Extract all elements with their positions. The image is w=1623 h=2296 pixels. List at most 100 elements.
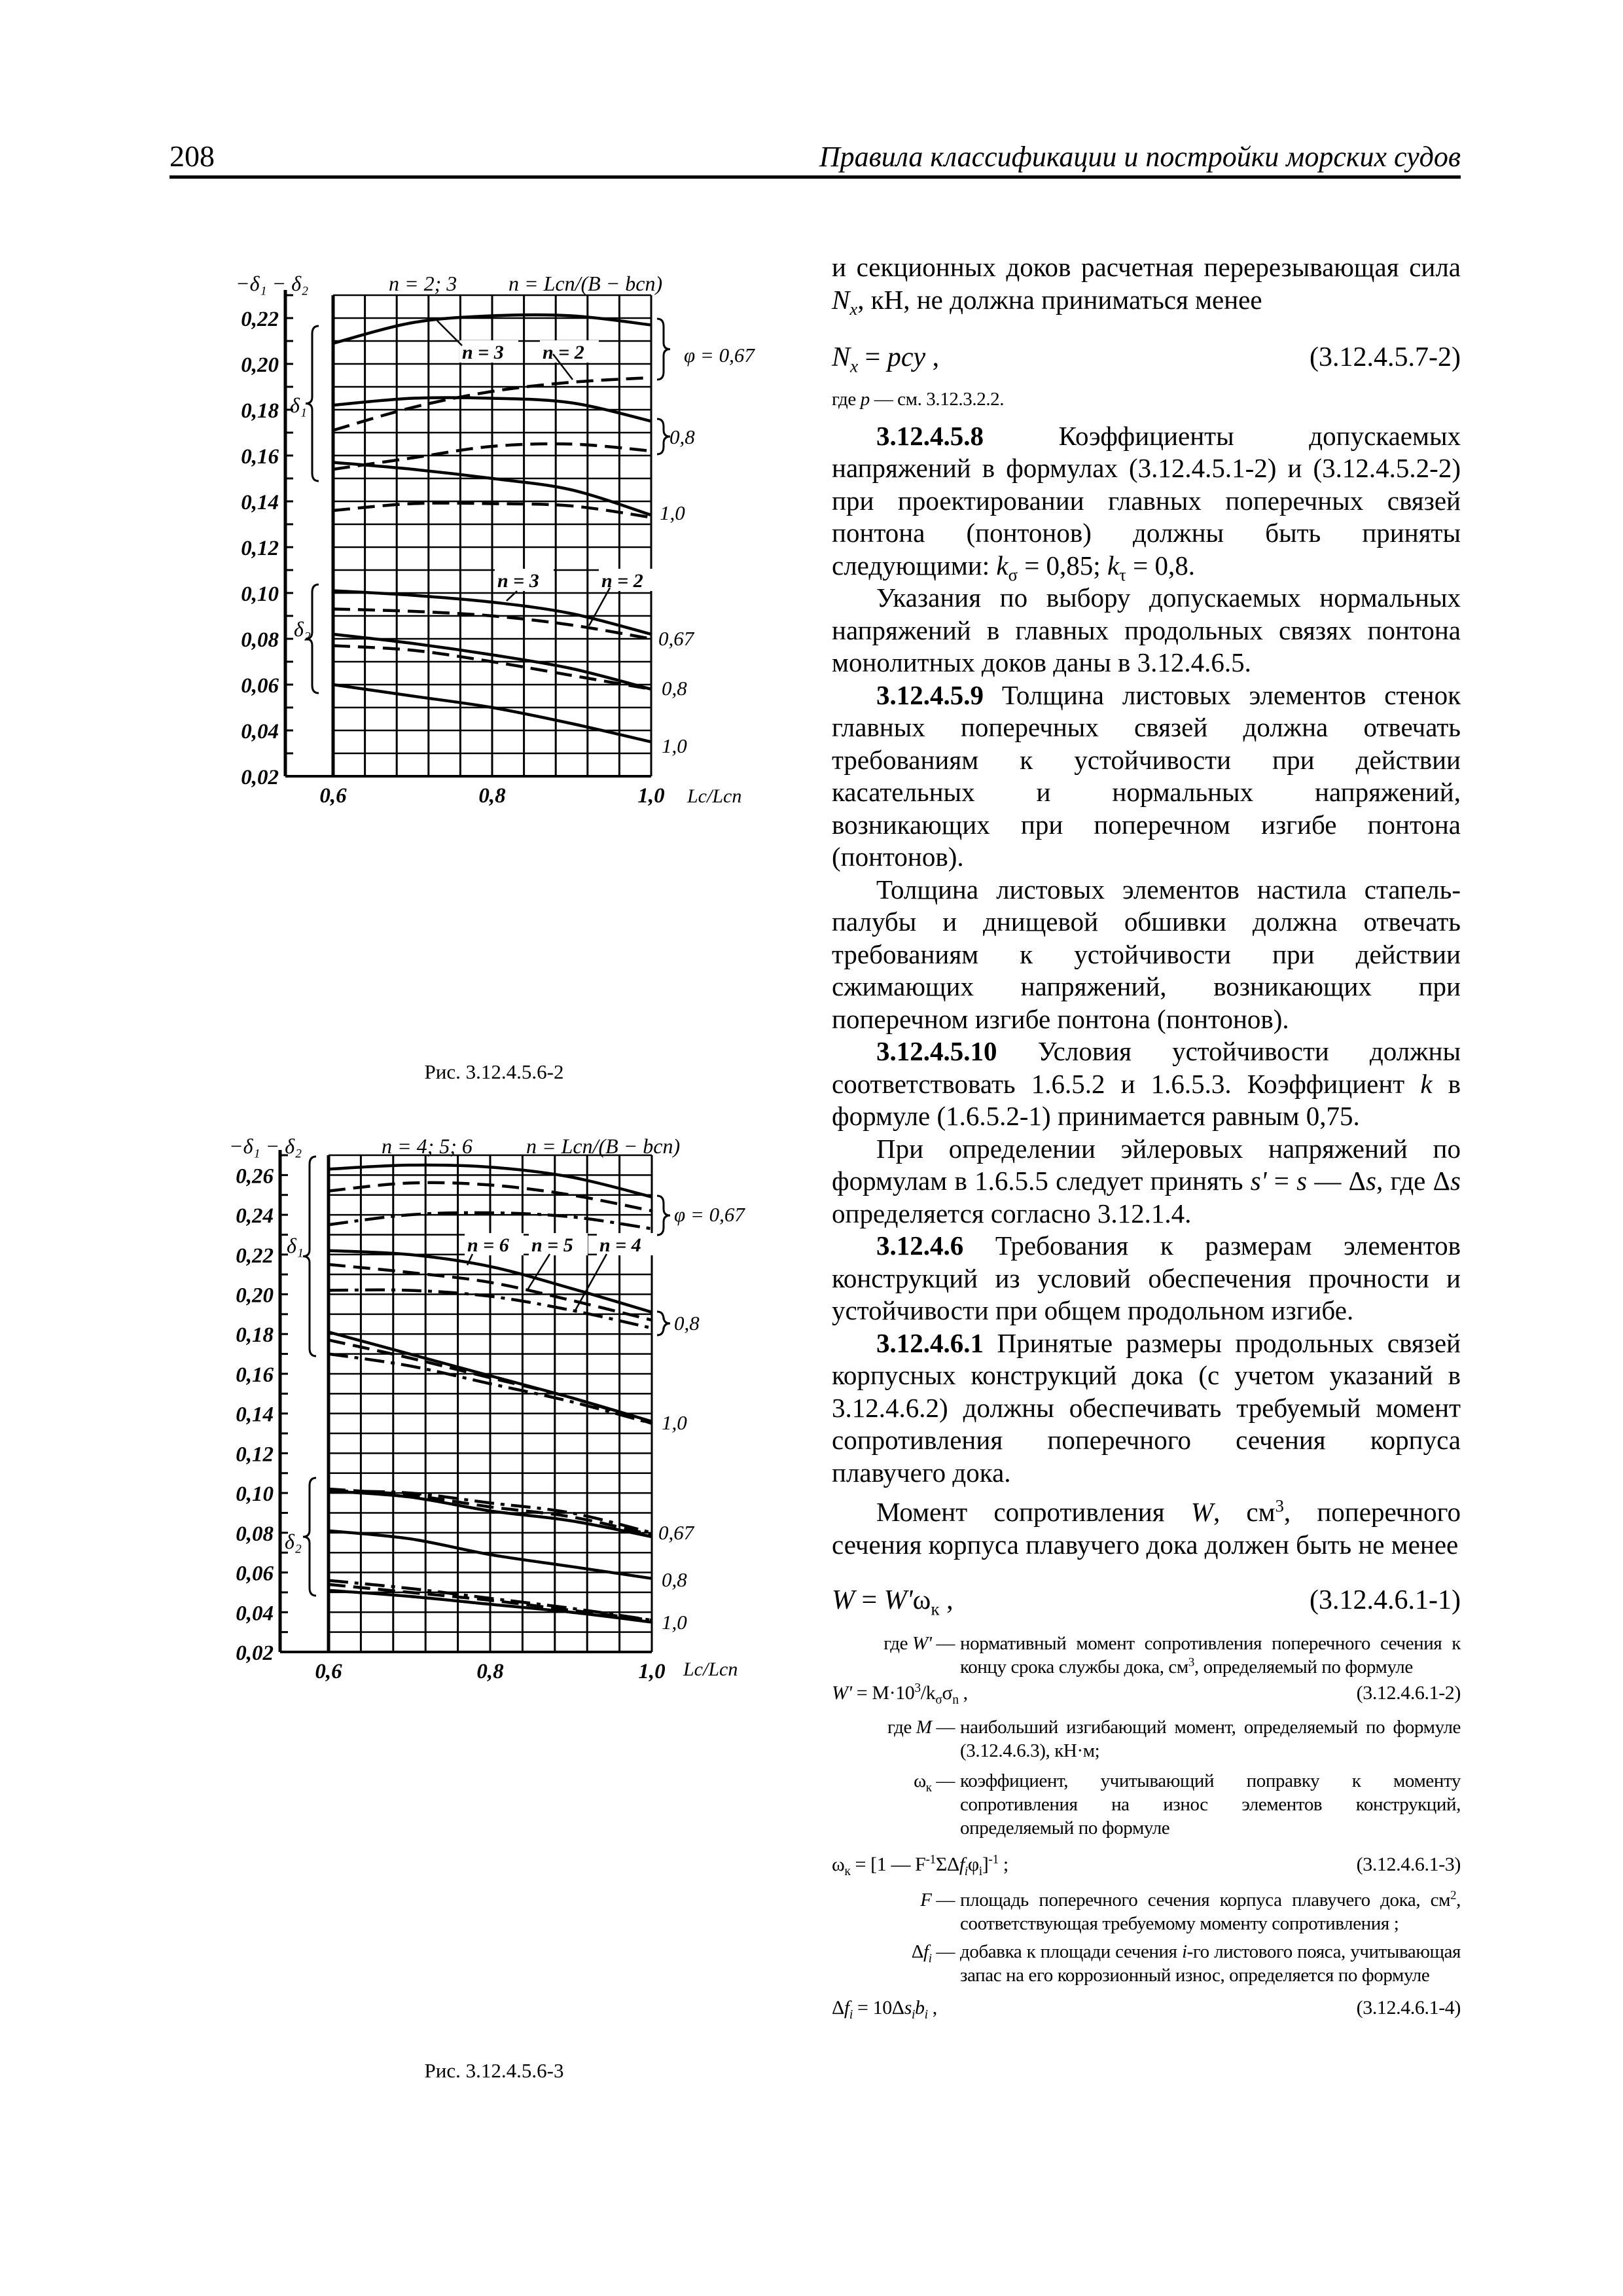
x-tick-label: 0,6 — [319, 784, 347, 808]
paragraph: Указания по выбору допускаемых нормальны… — [832, 582, 1461, 679]
text-run: = 0,85; — [1017, 550, 1107, 581]
n-label-background — [540, 340, 599, 363]
paragraph-3-12-4-5-10: 3.12.4.5.10 Условия устойчивости должны … — [832, 1035, 1461, 1133]
figures: 0,02 0,04 0,06 0,08 0,10 0,12 0,14 0,16 0,18 0,20… — [229, 272, 755, 1683]
text-run: = — [858, 342, 887, 372]
text-run: = — [855, 1585, 884, 1615]
paragraph-3-12-4-6: 3.12.4.6 Требования к размерам элементов… — [832, 1230, 1461, 1327]
curve-dashdot — [328, 1288, 652, 1330]
text-run: ω — [832, 1853, 845, 1875]
y-tick-label: 0,16 — [241, 445, 279, 469]
y-axis-label: −δ₁ − δ₂ — [229, 1134, 302, 1158]
y-tick-label: 0,08 — [241, 628, 279, 652]
x-tick-label: 0,8 — [476, 1660, 503, 1683]
text-run: где — [883, 1632, 912, 1654]
left-brace — [305, 325, 319, 482]
x-tick-label: 0,6 — [315, 1660, 342, 1683]
text-run: При определении эйлеровых напряжений по … — [832, 1133, 1461, 1196]
figure-caption: Рис. 3.12.4.5.6-3 — [424, 2059, 564, 2082]
y-tick-label: 0,10 — [236, 1482, 274, 1506]
text-run: определяется согласно 3.12.1.4. — [832, 1198, 1192, 1229]
formula-number: (3.12.4.5.7-2) — [1310, 342, 1461, 372]
text-run: — — [931, 1941, 955, 1962]
definition-term: где M — — [832, 1715, 960, 1763]
n-label-leader — [527, 1253, 551, 1289]
y-tick-label: 0,10 — [241, 583, 279, 606]
text-run: = — [1266, 1166, 1297, 1196]
x-tick-label: 1,0 — [638, 1660, 665, 1683]
n-label: n = 3 — [462, 342, 504, 363]
text-run: = [1 — F — [850, 1853, 926, 1875]
text-run: 3 — [1188, 1655, 1194, 1669]
curve-dashed — [328, 1338, 652, 1426]
text-run: к — [844, 1864, 851, 1878]
paragraph: При определении эйлеровых напряжений по … — [832, 1133, 1461, 1230]
formula-number: (3.12.4.6.1-1) — [1310, 1585, 1461, 1615]
text-run: -1 — [988, 1852, 999, 1867]
curve-solid — [328, 1163, 652, 1198]
curve-solid — [328, 1489, 652, 1539]
definition-M: где M — наибольший изгибающий момент, оп… — [832, 1715, 1461, 1763]
formula-3-12-4-6-1-3: ωк = [1 — F-1ΣΔfiφi]-1 ; (3.12.4.6.1-3) — [832, 1852, 1461, 1878]
text-run: , — [925, 342, 940, 372]
x-axis-label: Lс/Lсп — [683, 1659, 738, 1680]
text-run: n — [952, 1693, 959, 1707]
n-label-leader — [506, 590, 518, 601]
definition-omega: ωк — коэффициент, учитывающий поправку к… — [832, 1769, 1461, 1840]
curve-dashed — [328, 1181, 652, 1213]
y-tick-label: 0,18 — [236, 1323, 274, 1347]
text-run: s — [1450, 1166, 1461, 1196]
definition-text: коэффициент, учитывающий поправку к моме… — [960, 1769, 1461, 1840]
chart-fig-3-12-4-5-6-2: 0,02 0,04 0,06 0,08 0,10 0,12 0,14 0,16 0,18 0,20… — [236, 272, 755, 808]
formula-expression: Nx = pcy , — [832, 342, 940, 375]
text-run: pcy — [887, 342, 926, 372]
left-brace — [302, 1477, 317, 1597]
curve-dashed — [332, 607, 652, 641]
text-run: нормативный момент сопротивления попереч… — [960, 1632, 1461, 1677]
text-run: наибольший изгибающий момент, определяем… — [960, 1716, 1461, 1761]
text-run: 2 — [1450, 1888, 1457, 1902]
n-label: n = 6 — [467, 1234, 509, 1256]
text-run: и секционных доков расчетная перерезываю… — [832, 252, 1461, 282]
text-run: 3 — [1275, 1496, 1284, 1516]
text-run: σ — [942, 1681, 953, 1704]
text-run: i — [924, 2007, 928, 2022]
curve-solid — [332, 632, 652, 691]
text-run: = 10Δ — [852, 1996, 904, 2018]
text-run: = 0,8. — [1126, 550, 1195, 581]
definition-term: Δfi — — [832, 1940, 960, 1987]
text-run: коэффициент, учитывающий поправку к моме… — [960, 1770, 1461, 1839]
curve-solid — [328, 1249, 652, 1314]
text-run: σ — [1008, 564, 1018, 584]
chart-header-label: n = Lсп/(B − bсп) — [508, 272, 662, 295]
n-label: n = 4 — [599, 1234, 641, 1256]
definition-term: ωк — — [832, 1769, 960, 1840]
text-run: f — [959, 1853, 965, 1875]
paragraph-3-12-4-5-8: 3.12.4.5.8 Коэффициенты допускаемых напр… — [832, 420, 1461, 584]
text-run: i — [928, 1951, 932, 1965]
right-brace — [656, 317, 671, 381]
x-tick-label: 1,0 — [637, 784, 664, 808]
text-run: W' — [912, 1632, 932, 1654]
y-tick-label: 0,14 — [236, 1403, 274, 1427]
n-label-background — [599, 569, 658, 591]
text-run: M — [916, 1716, 932, 1738]
where-note: где p — см. 3.12.3.2.2. — [832, 387, 1461, 411]
curve-dashed — [328, 1583, 652, 1622]
text-run: -го листового пояса, учитывающая запас н… — [960, 1941, 1461, 1986]
text-run: W — [1190, 1497, 1213, 1527]
formula-3-12-4-6-1-2: W' = M·103/kσσn , (3.12.4.6.1-2) — [832, 1681, 1461, 1707]
text-run: Коэффициенты допускаемых напряжений в фо… — [832, 420, 1461, 581]
y-tick-label: 0,24 — [236, 1204, 274, 1228]
n-label: n = 2 — [543, 342, 584, 363]
y-tick-label: 0,14 — [241, 491, 279, 514]
text-run: i — [978, 1864, 982, 1878]
phi-label: 0,67 — [658, 627, 695, 650]
y-tick-label: 0,22 — [241, 308, 279, 331]
curve-dashed — [332, 644, 652, 691]
curve-solid — [332, 589, 652, 636]
paragraph: Момент сопротивления W, см3, поперечного… — [832, 1496, 1461, 1561]
y-tick-label: 0,02 — [241, 766, 279, 789]
y-tick-label: 0,22 — [236, 1244, 274, 1268]
y-tick-label: 0,20 — [241, 353, 279, 377]
